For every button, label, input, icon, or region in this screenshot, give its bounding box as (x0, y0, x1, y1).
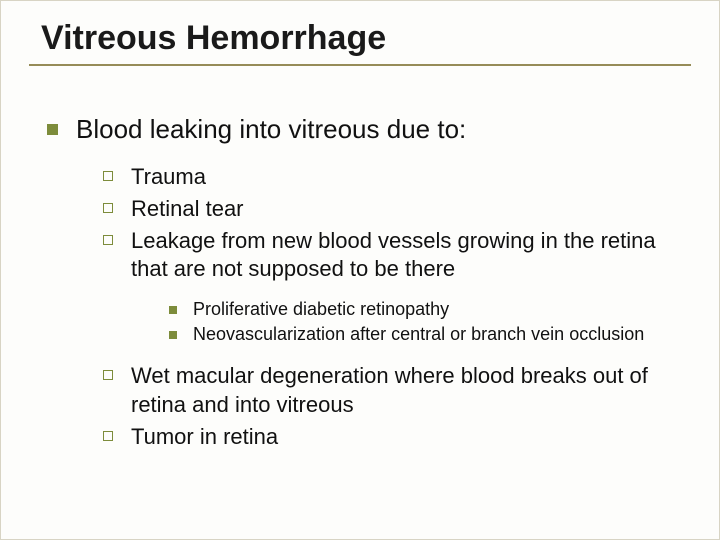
level2-text: Trauma (131, 163, 206, 191)
level2-item: Leakage from new blood vessels growing i… (103, 227, 691, 283)
level1-text: Blood leaking into vitreous due to: (76, 114, 466, 145)
level2-text: Retinal tear (131, 195, 244, 223)
level3-text: Proliferative diabetic retinopathy (193, 298, 449, 321)
level2-item: Tumor in retina (103, 423, 691, 451)
level2-item: Wet macular degeneration where blood bre… (103, 362, 691, 418)
spacer (29, 288, 691, 298)
slide-title: Vitreous Hemorrhage (41, 19, 691, 58)
spacer (29, 348, 691, 362)
level3-item: Proliferative diabetic retinopathy (169, 298, 691, 321)
title-rule: Vitreous Hemorrhage (29, 19, 691, 66)
square-open-icon (103, 171, 113, 181)
level1-item: Blood leaking into vitreous due to: (47, 114, 691, 145)
square-filled-icon (47, 124, 58, 135)
square-open-icon (103, 431, 113, 441)
level2-item: Trauma (103, 163, 691, 191)
level3-item: Neovascularization after central or bran… (169, 323, 691, 346)
level3-text: Neovascularization after central or bran… (193, 323, 644, 346)
level2-item: Retinal tear (103, 195, 691, 223)
square-filled-icon (169, 306, 177, 314)
level2-text: Leakage from new blood vessels growing i… (131, 227, 691, 283)
slide: Vitreous Hemorrhage Blood leaking into v… (0, 0, 720, 540)
square-open-icon (103, 370, 113, 380)
square-filled-icon (169, 331, 177, 339)
level2-text: Wet macular degeneration where blood bre… (131, 362, 691, 418)
level2-text: Tumor in retina (131, 423, 278, 451)
square-open-icon (103, 235, 113, 245)
square-open-icon (103, 203, 113, 213)
